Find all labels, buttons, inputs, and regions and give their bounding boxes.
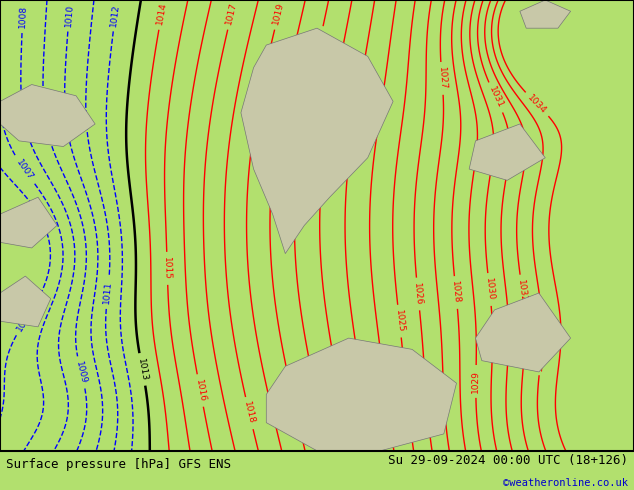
Text: 1019: 1019 [271, 1, 285, 26]
Bar [0, 0, 634, 451]
Text: 1015: 1015 [162, 257, 172, 280]
Text: 1009: 1009 [74, 360, 88, 385]
Text: 1034: 1034 [526, 93, 548, 116]
Text: 1028: 1028 [450, 281, 462, 304]
Text: 1012: 1012 [110, 3, 121, 27]
Text: 1016: 1016 [194, 378, 207, 403]
Text: 1011: 1011 [102, 281, 113, 304]
Text: 1018: 1018 [242, 401, 256, 425]
Text: Su 29-09-2024 00:00 UTC (18+126): Su 29-09-2024 00:00 UTC (18+126) [387, 454, 628, 467]
Text: 1030: 1030 [484, 277, 495, 301]
Text: 1024: 1024 [378, 364, 389, 387]
Text: 1033: 1033 [535, 347, 547, 371]
Text: 1025: 1025 [394, 309, 405, 333]
Text: 1027: 1027 [437, 67, 447, 90]
Text: 1014: 1014 [155, 1, 168, 25]
Text: 1020: 1020 [291, 407, 305, 431]
Text: 1010: 1010 [64, 3, 75, 27]
Text: 1032: 1032 [516, 279, 528, 303]
Text: Surface pressure [hPa] GFS ENS: Surface pressure [hPa] GFS ENS [6, 458, 231, 471]
Text: 1008: 1008 [18, 5, 28, 28]
Text: 1021: 1021 [313, 30, 327, 54]
Text: 1023: 1023 [356, 60, 369, 84]
Text: ©weatheronline.co.uk: ©weatheronline.co.uk [503, 478, 628, 488]
Text: 1022: 1022 [340, 415, 353, 439]
Text: 1029: 1029 [471, 370, 481, 393]
Text: 1031: 1031 [487, 85, 505, 110]
Text: 1017: 1017 [224, 1, 238, 26]
Text: 1007: 1007 [15, 158, 36, 182]
Text: 1013: 1013 [136, 357, 149, 382]
Text: 1026: 1026 [412, 282, 424, 306]
Text: 1006: 1006 [15, 309, 35, 333]
